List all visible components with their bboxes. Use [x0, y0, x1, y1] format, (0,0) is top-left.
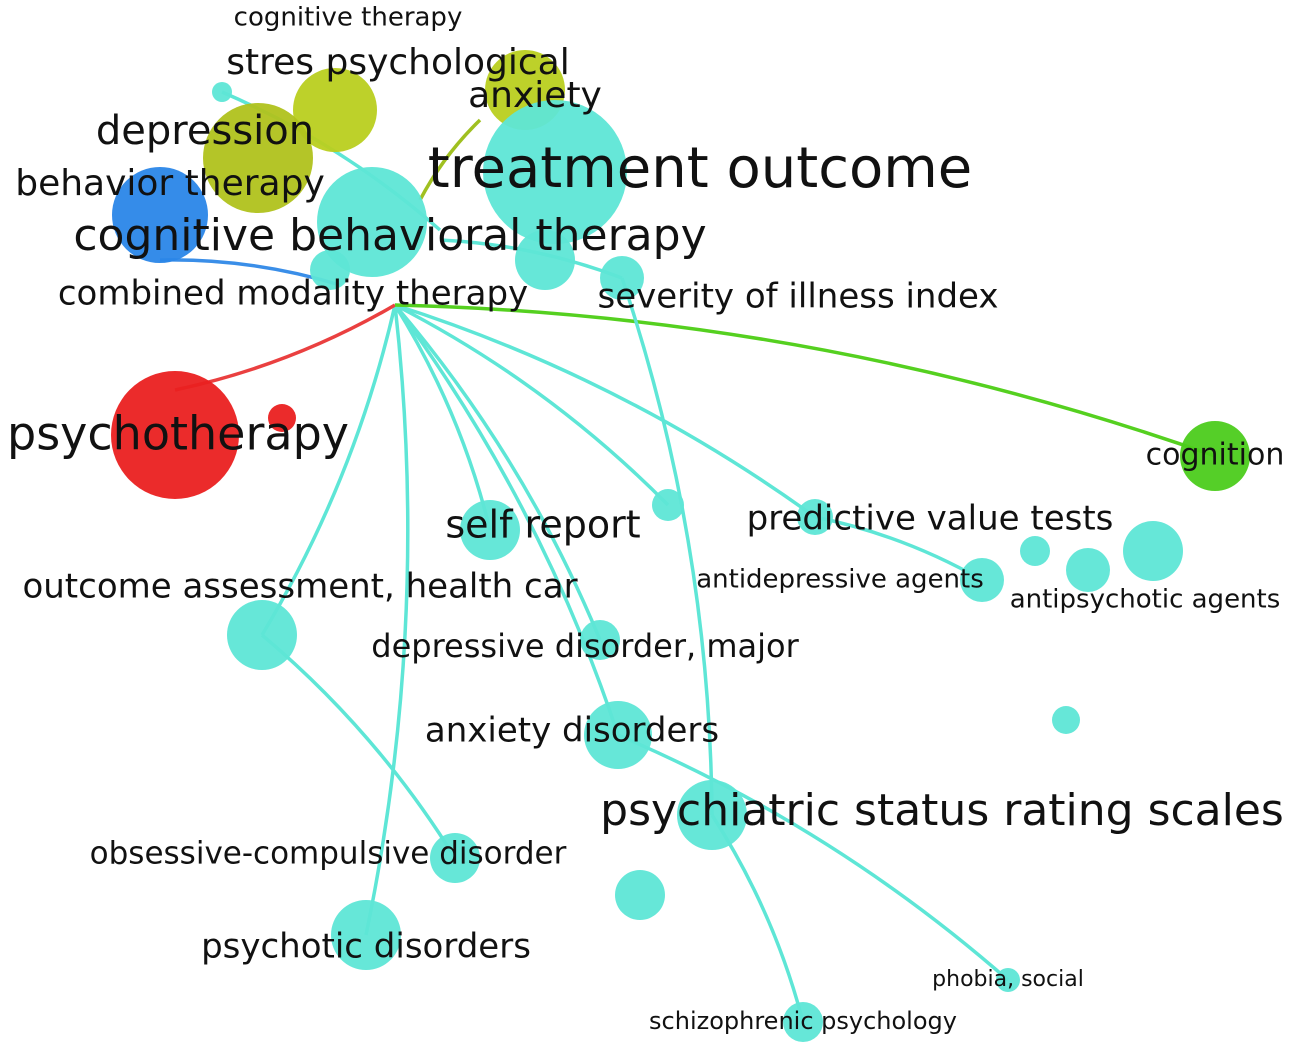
- node: [111, 371, 239, 499]
- node: [212, 82, 232, 102]
- node: [317, 167, 427, 277]
- node-label: anxiety disorders: [425, 711, 719, 751]
- node-label: obsessive-compulsive disorder: [90, 836, 567, 872]
- node-label: psychotherapy: [7, 407, 349, 461]
- edge: [617, 733, 1010, 982]
- edge: [260, 633, 457, 859]
- node: [293, 68, 377, 152]
- edge: [364, 304, 410, 936]
- node: [460, 500, 520, 560]
- node-label: severity of illness index: [598, 277, 999, 317]
- node-label: depression: [96, 108, 314, 154]
- node: [1052, 706, 1080, 734]
- node: [960, 558, 1004, 602]
- node: [331, 900, 401, 970]
- node-label: anxiety: [468, 75, 602, 116]
- edge: [394, 303, 1216, 458]
- node-label: cognitive behavioral therapy: [73, 210, 706, 261]
- node: [1020, 536, 1050, 566]
- node: [783, 1002, 823, 1042]
- node-label: self report: [445, 503, 640, 547]
- node: [677, 780, 747, 850]
- node-label: combined modality therapy: [58, 274, 528, 314]
- edge: [393, 303, 602, 641]
- node-label: stres psychological: [226, 42, 570, 83]
- node: [652, 489, 684, 521]
- node: [996, 968, 1020, 992]
- node: [310, 250, 350, 290]
- node-label: treatment outcome: [428, 136, 973, 201]
- node-label: behavior therapy: [15, 163, 325, 204]
- node: [430, 833, 480, 883]
- node: [797, 499, 833, 535]
- edge: [260, 304, 397, 636]
- edge: [394, 303, 670, 507]
- node-label: phobia, social: [932, 967, 1084, 992]
- node: [483, 100, 627, 244]
- node: [1123, 521, 1183, 581]
- node-label: psychiatric status rating scales: [600, 785, 1284, 836]
- node-label: antidepressive agents: [696, 565, 984, 595]
- edge: [620, 277, 714, 816]
- node: [203, 103, 313, 213]
- node: [515, 230, 575, 290]
- node: [615, 870, 665, 920]
- node-label: cognitive therapy: [234, 3, 463, 33]
- edge: [174, 303, 396, 392]
- edge: [394, 303, 817, 519]
- node: [227, 600, 297, 670]
- node-label: cognition: [1146, 438, 1285, 473]
- node-label: outcome assessment, health car: [22, 567, 577, 607]
- edge: [393, 304, 492, 531]
- node: [1066, 548, 1110, 592]
- edge: [393, 303, 620, 736]
- node-label: depressive disorder, major: [371, 627, 799, 665]
- edge: [418, 118, 482, 201]
- node-label: predictive value tests: [747, 499, 1114, 539]
- node: [584, 701, 652, 769]
- node-label: schizophrenic psychology: [649, 1007, 957, 1035]
- node: [600, 256, 644, 300]
- node-label: psychotic disorders: [201, 927, 531, 967]
- node: [1180, 421, 1250, 491]
- node: [112, 167, 208, 263]
- node: [268, 404, 296, 432]
- node-label: antipsychotic agents: [1010, 585, 1281, 615]
- nodes: [111, 50, 1250, 1042]
- node: [580, 620, 620, 660]
